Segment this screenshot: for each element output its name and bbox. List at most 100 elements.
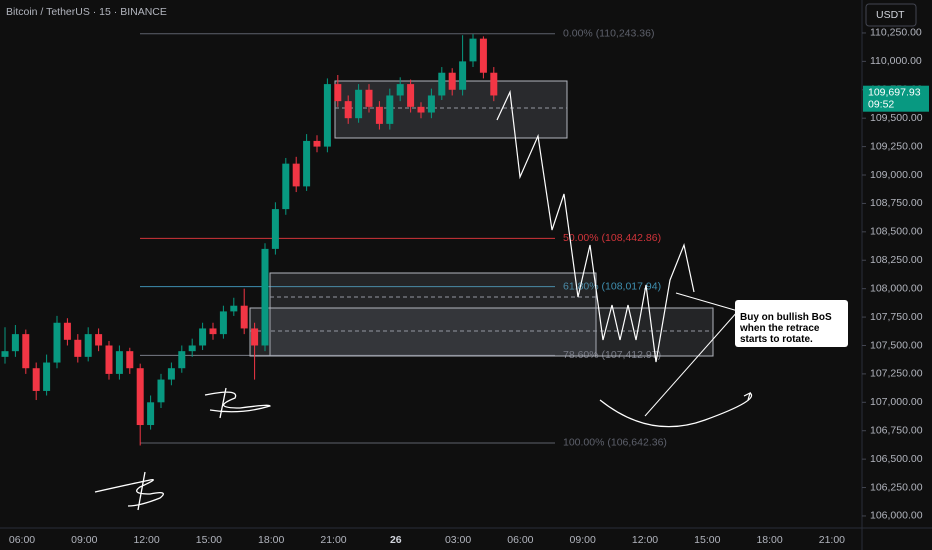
candle-body xyxy=(375,106,383,124)
note-text: Buy on bullish BoS when the retrace star… xyxy=(740,312,832,345)
demand-box xyxy=(249,307,714,357)
candle-body xyxy=(95,334,103,346)
candle-body xyxy=(126,351,134,369)
fib-label: 50.00% (108,442.86) xyxy=(563,232,661,244)
candle-body xyxy=(136,368,144,426)
last-price-badge xyxy=(863,85,929,112)
candle-body xyxy=(261,248,269,346)
x-tick-label: 09:00 xyxy=(71,534,97,546)
candles xyxy=(1,34,498,446)
candle-body xyxy=(178,351,186,369)
candle-body xyxy=(32,368,40,391)
y-tick-label: 110,250.00 xyxy=(870,27,922,39)
candle-body xyxy=(157,379,165,403)
candle-body xyxy=(282,163,290,210)
y-tick-label: 107,500.00 xyxy=(870,339,923,351)
y-tick-label: 107,250.00 xyxy=(870,368,923,380)
candle-body xyxy=(167,368,175,380)
countdown: 09:52 xyxy=(868,98,894,110)
candle-body xyxy=(53,322,61,363)
x-tick-label: 03:00 xyxy=(445,534,471,546)
y-tick-label: 109,000.00 xyxy=(870,169,923,181)
callout-line xyxy=(644,310,739,417)
candle-body xyxy=(386,95,394,124)
x-tick-label: 06:00 xyxy=(9,534,35,546)
y-tick-label: 110,000.00 xyxy=(870,55,922,67)
candle-body xyxy=(334,84,342,102)
candle-body xyxy=(84,334,92,357)
fib-label: 100.00% (106,642.36) xyxy=(563,437,667,449)
liquidity-mark xyxy=(94,471,164,511)
callout-line xyxy=(675,292,739,312)
candle-body xyxy=(355,89,363,119)
candle-body xyxy=(490,72,498,96)
candle-body xyxy=(344,101,352,119)
candle-body xyxy=(188,345,196,352)
x-tick-label: 21:00 xyxy=(320,534,346,546)
y-tick-label: 108,250.00 xyxy=(870,254,923,266)
candle-body xyxy=(396,84,404,96)
y-tick-label: 106,500.00 xyxy=(870,453,923,465)
candle-body xyxy=(323,84,331,147)
candle-body xyxy=(459,61,467,90)
x-tick-label: 15:00 xyxy=(196,534,222,546)
y-tick-label: 109,250.00 xyxy=(870,140,923,152)
candle-body xyxy=(271,209,279,249)
x-tick-label: 15:00 xyxy=(694,534,720,546)
x-tick-label: 26 xyxy=(390,534,402,546)
y-tick-label: 109,500.00 xyxy=(870,112,923,124)
candle-body xyxy=(469,38,477,62)
candle-body xyxy=(438,72,446,96)
last-price: 109,697.93 xyxy=(868,86,921,98)
candle-body xyxy=(448,72,456,90)
candle-body xyxy=(417,106,425,113)
currency: USDT xyxy=(876,9,905,21)
candle-body xyxy=(1,351,9,357)
candle-body xyxy=(292,163,300,187)
candle-body xyxy=(11,334,19,352)
candle-body xyxy=(147,402,155,426)
x-tick-label: 18:00 xyxy=(258,534,284,546)
note: Buy on bullish BoS when the retrace star… xyxy=(740,312,832,345)
liquidity-mark xyxy=(204,387,271,419)
candle-body xyxy=(22,334,30,369)
projection-path xyxy=(496,89,695,363)
candle-body xyxy=(407,84,415,107)
candle-body xyxy=(230,305,238,312)
currency-badge xyxy=(865,3,917,27)
fib-label: 0.00% (110,243.36) xyxy=(563,27,654,39)
fib-label: 78.60% (107,412.97) xyxy=(563,349,661,361)
candle-body xyxy=(219,311,227,335)
y-tick-label: 106,250.00 xyxy=(870,481,923,493)
candle-body xyxy=(105,345,113,374)
arrow-head xyxy=(743,391,751,401)
x-tick-label: 12:00 xyxy=(632,534,658,546)
y-tick-label: 106,750.00 xyxy=(870,425,923,437)
candle-body xyxy=(427,95,435,113)
candle-body xyxy=(303,140,311,187)
candle-body xyxy=(251,328,259,346)
fib-label: 61.80% (108,017.94) xyxy=(563,280,661,292)
demand-box xyxy=(269,272,597,357)
candle-body xyxy=(199,328,207,346)
x-tick-label: 12:00 xyxy=(133,534,159,546)
y-tick-label: 108,750.00 xyxy=(870,197,923,209)
fib-levels: 0.00% (110,243.36) 50.00% (108,442.86) 61.… xyxy=(140,27,667,449)
symbol-title: Bitcoin / TetherUS · 15 · BINANCE xyxy=(6,6,167,18)
y-tick-label: 108,500.00 xyxy=(870,226,923,238)
candle-body xyxy=(43,362,51,391)
candle-body xyxy=(63,322,71,340)
candle-body xyxy=(115,351,123,374)
y-tick-label: 107,750.00 xyxy=(870,311,923,323)
curve-arrow xyxy=(599,392,753,428)
note-box xyxy=(735,300,848,347)
y-tick-label: 106,000.00 xyxy=(870,510,923,522)
candle-body xyxy=(74,339,82,357)
candle-body xyxy=(209,328,217,335)
supply-box xyxy=(334,80,568,139)
candle-body xyxy=(240,305,248,329)
candle-body xyxy=(479,38,487,73)
x-tick-label: 18:00 xyxy=(756,534,782,546)
